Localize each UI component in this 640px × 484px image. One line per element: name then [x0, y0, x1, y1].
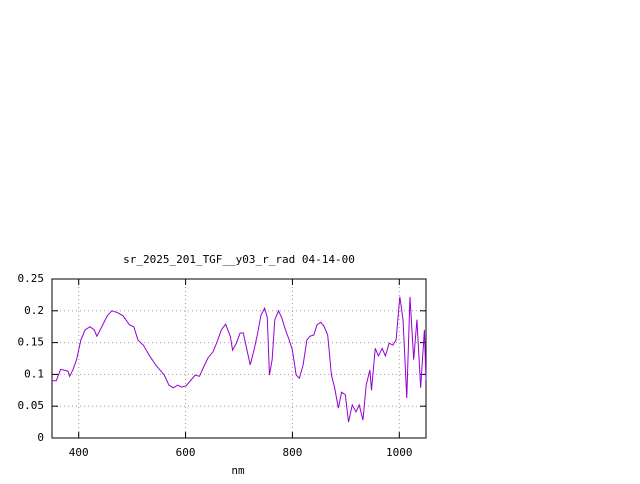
data-line [52, 296, 427, 423]
y-tick-label: 0.05 [18, 399, 45, 412]
y-tick-label: 0 [37, 431, 44, 444]
x-tick-label: 600 [176, 446, 196, 459]
x-tick-label: 400 [69, 446, 89, 459]
x-tick-label: 800 [282, 446, 302, 459]
x-tick-label: 1000 [386, 446, 413, 459]
y-tick-label: 0.1 [24, 367, 44, 380]
plot-frame [51, 278, 427, 439]
y-tick-label: 0.2 [24, 304, 44, 317]
x-axis-label: nm [231, 464, 245, 477]
y-tick-label: 0.15 [18, 336, 45, 349]
chart-title: sr_2025_201_TGF__y03_r_rad 04-14-00 [123, 253, 355, 266]
y-tick-label: 0.25 [18, 272, 45, 285]
